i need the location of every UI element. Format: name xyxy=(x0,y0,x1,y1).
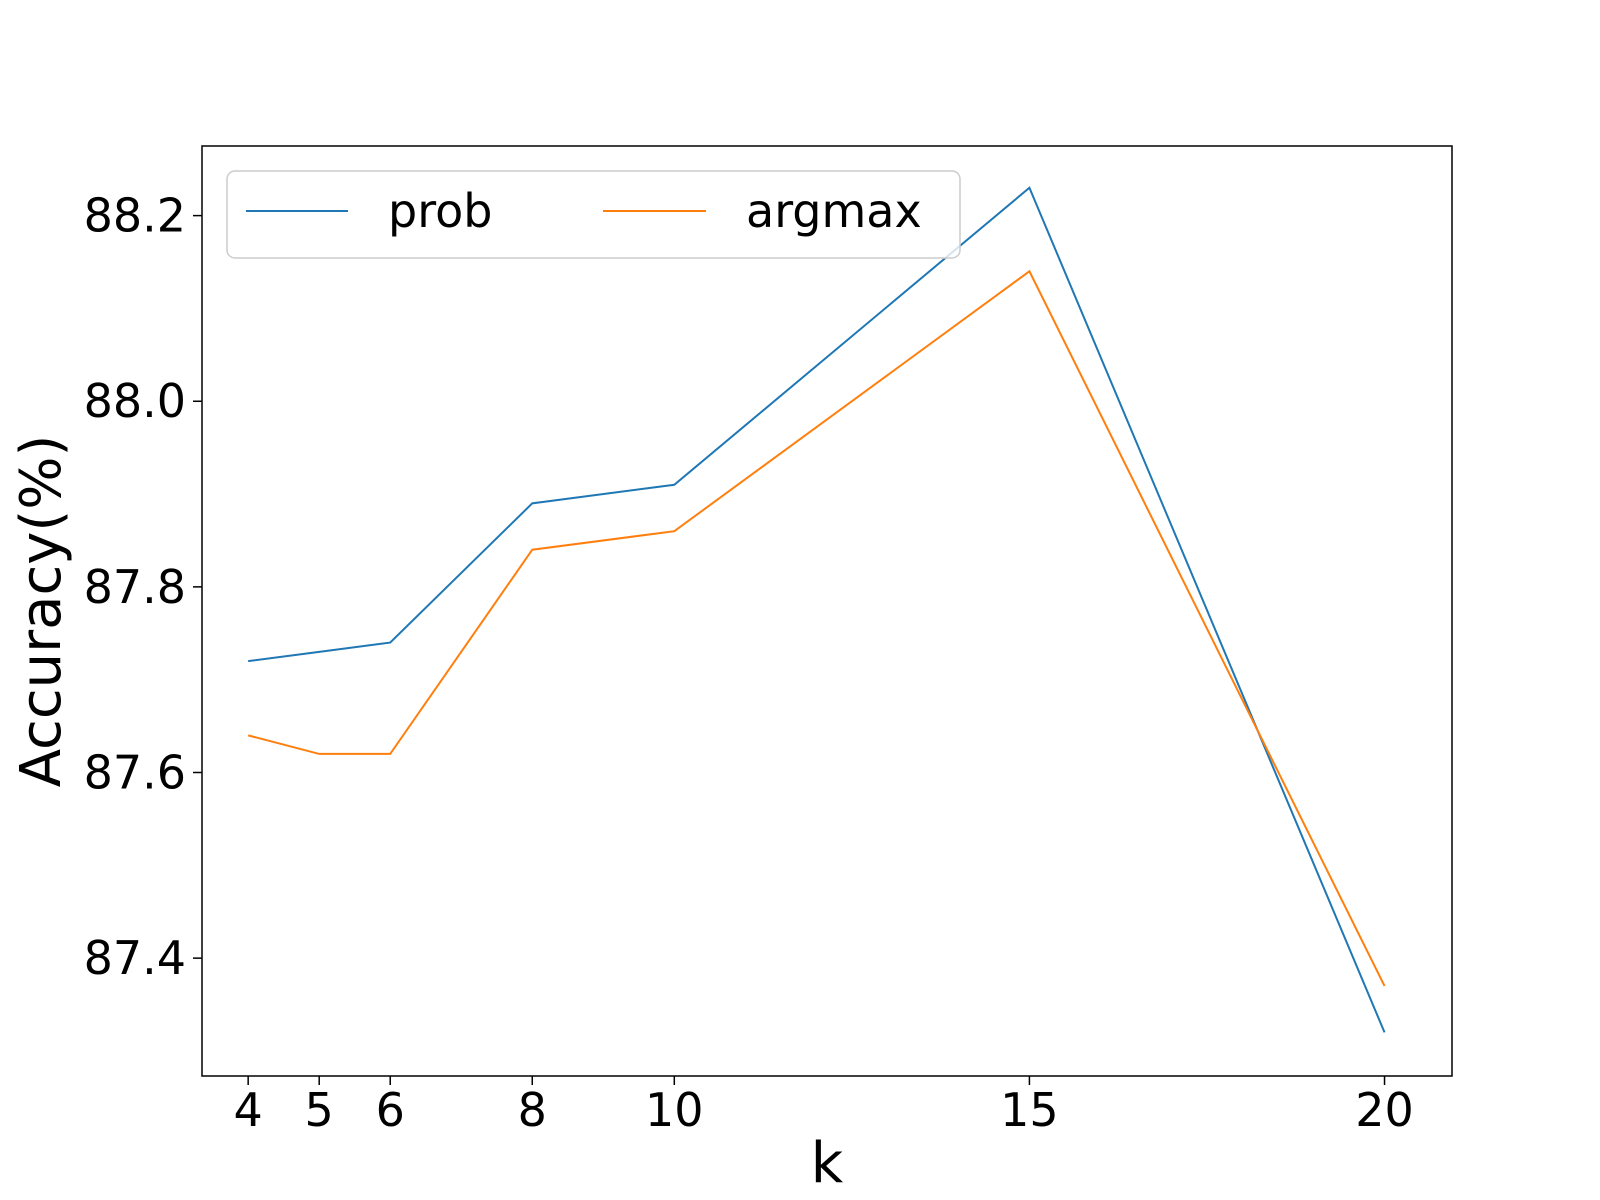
y-tick-label: 87.8 xyxy=(84,560,186,614)
series-line-prob xyxy=(248,186,1386,1033)
x-tick-label: 10 xyxy=(645,1083,704,1137)
y-tick-label: 87.6 xyxy=(84,745,186,799)
series-line-argmax xyxy=(247,269,1386,987)
x-axis-title: k xyxy=(811,1131,844,1196)
y-tick-label: 87.4 xyxy=(84,931,186,985)
legend-label-prob: prob xyxy=(388,184,492,238)
x-tick-label: 15 xyxy=(1000,1083,1059,1137)
y-tick-label: 88.2 xyxy=(84,189,186,243)
y-tick-label: 88.0 xyxy=(84,374,186,428)
legend-label-argmax: argmax xyxy=(746,184,922,238)
x-tick-label: 4 xyxy=(234,1083,263,1137)
series-layer xyxy=(247,186,1386,1033)
legend-box xyxy=(226,170,961,259)
y-axis-title: Accuracy(%) xyxy=(9,435,74,788)
x-tick-label: 8 xyxy=(518,1083,547,1137)
plot-frame xyxy=(201,145,1453,1077)
legend: prob argmax xyxy=(226,170,961,259)
x-tick-label: 20 xyxy=(1355,1083,1414,1137)
x-tick-label: 5 xyxy=(305,1083,334,1137)
y-axis: 87.4 87.6 87.8 88.0 88.2 xyxy=(84,189,202,985)
x-axis: 4 5 6 8 10 15 20 xyxy=(234,1076,1414,1137)
x-tick-label: 6 xyxy=(376,1083,405,1137)
